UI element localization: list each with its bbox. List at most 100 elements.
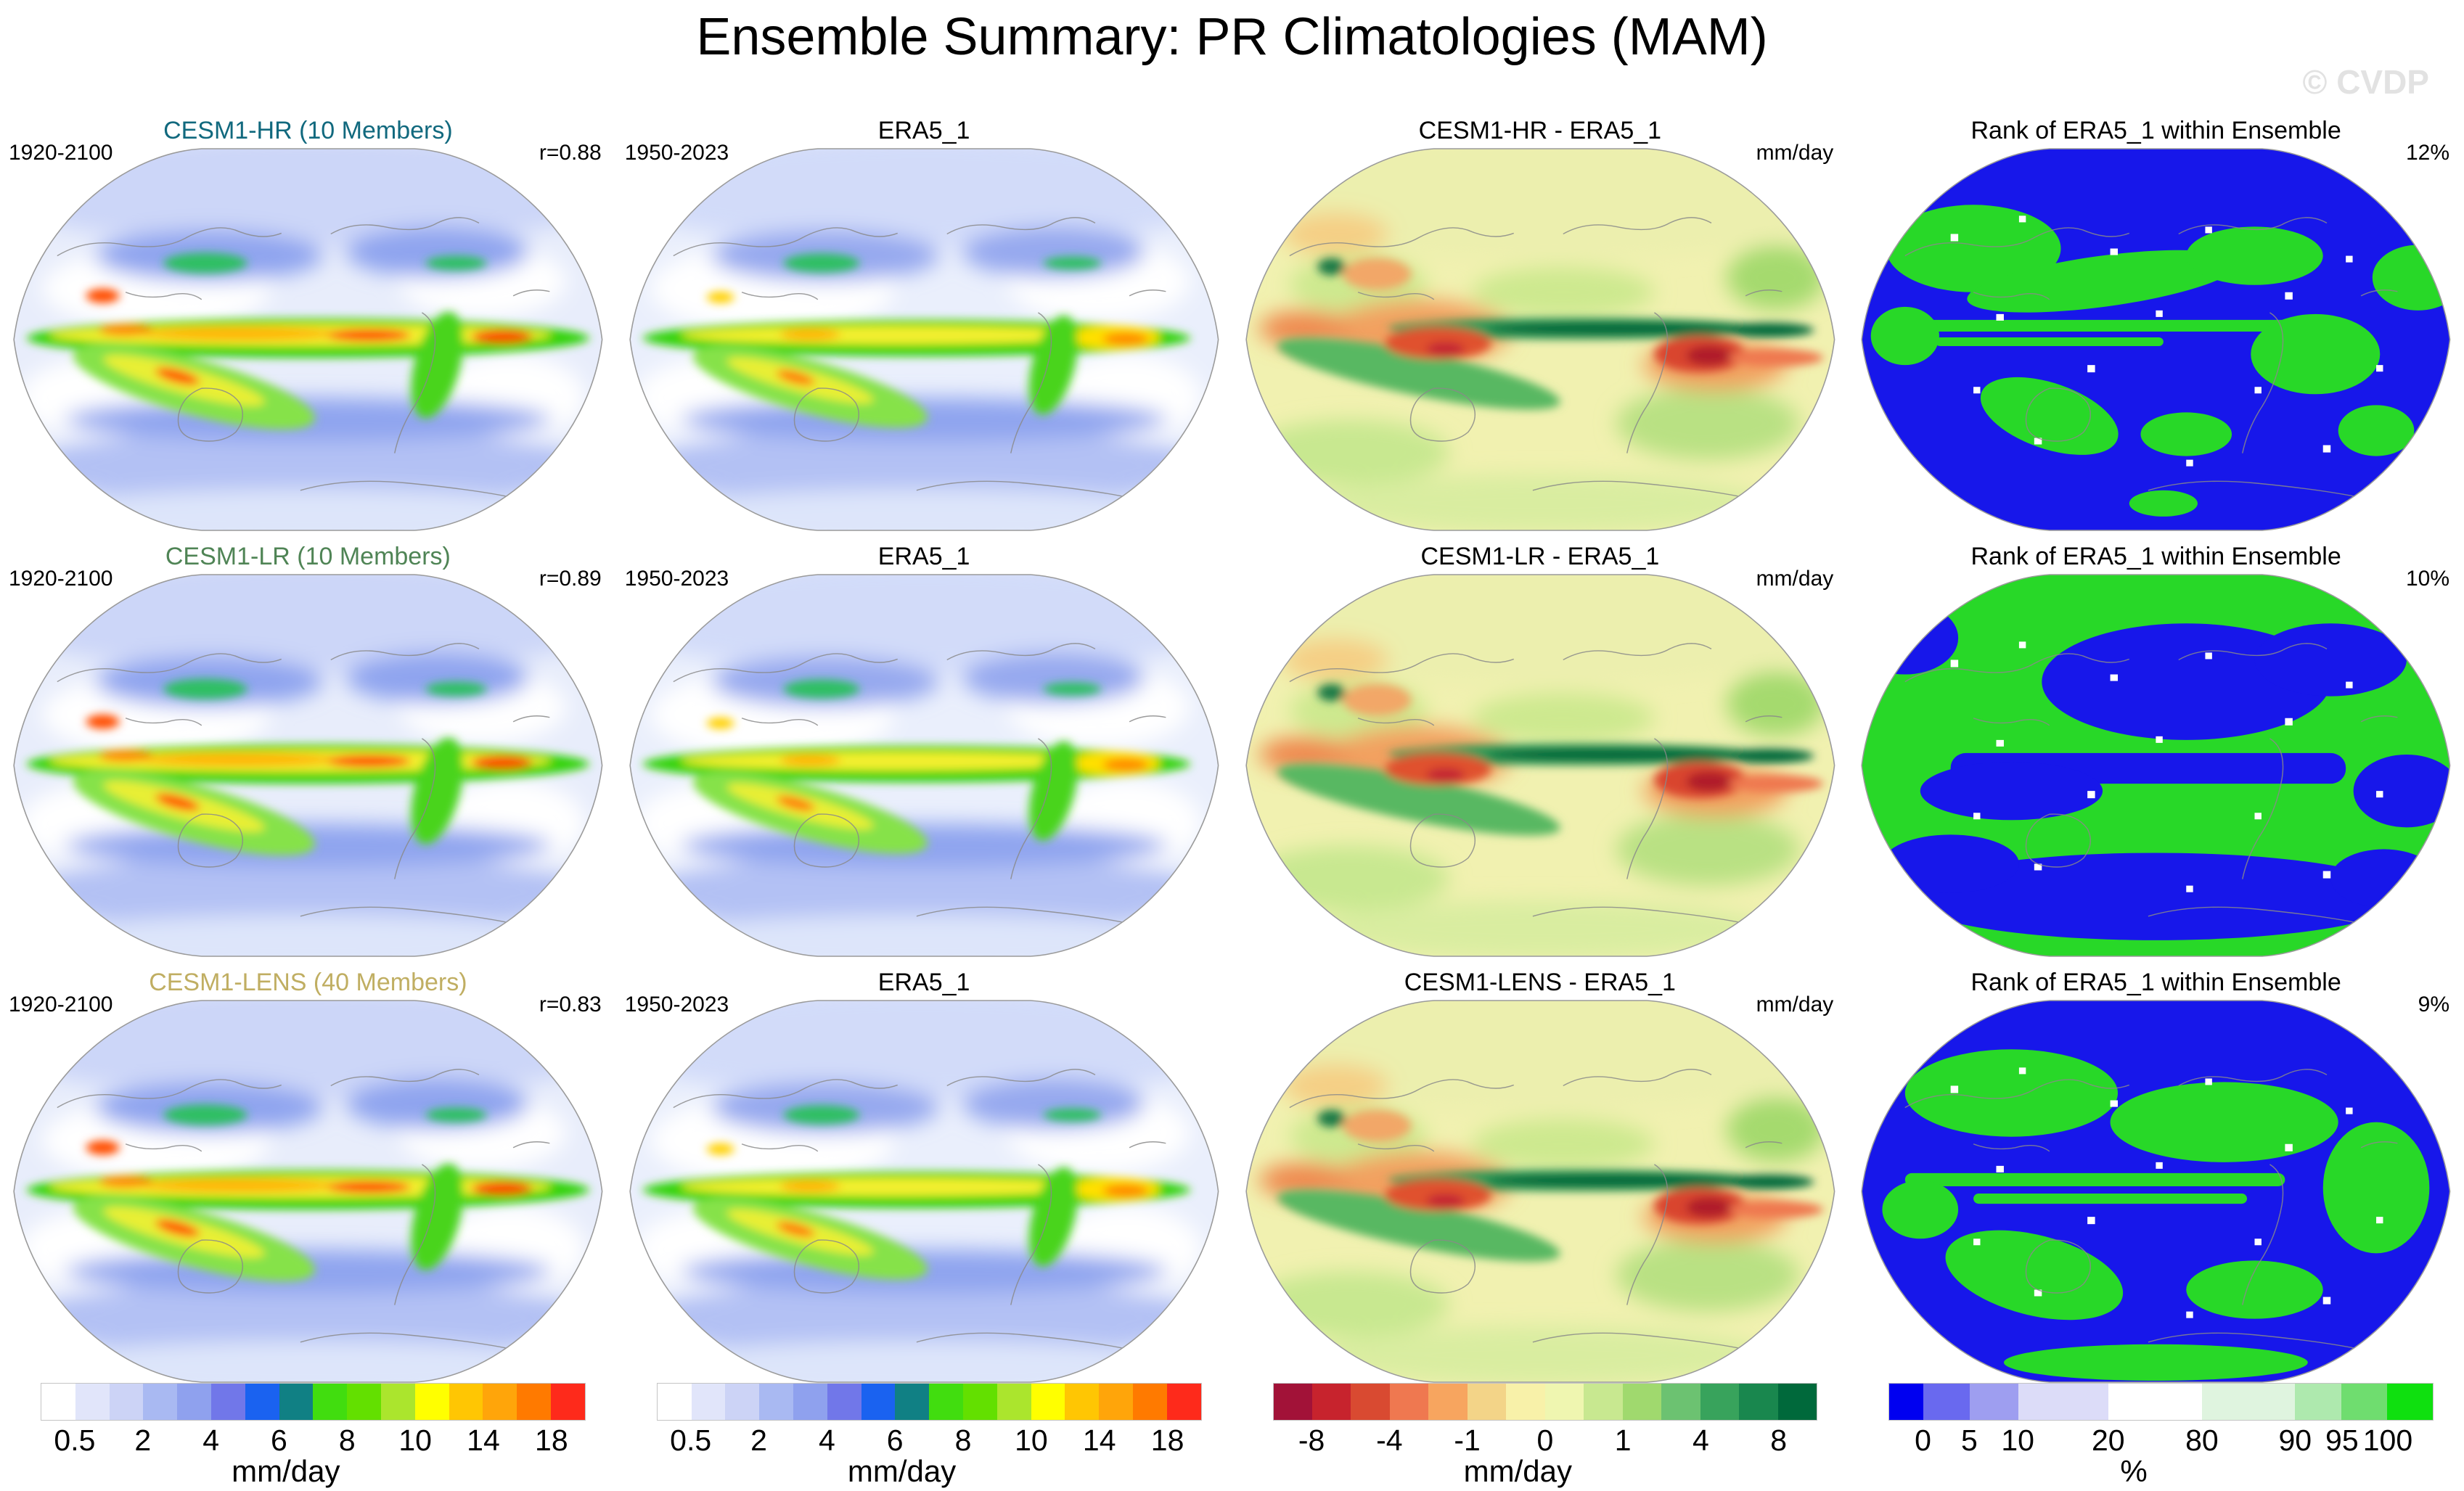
colorbar-swatches bbox=[1272, 1383, 1818, 1421]
colorbar-tick-label: 0 bbox=[1915, 1424, 1931, 1457]
colorbar-segment bbox=[1777, 1384, 1817, 1420]
colorbar-segment bbox=[449, 1384, 483, 1420]
colorbar-tick-label: 2 bbox=[134, 1424, 152, 1457]
panel-title: ERA5_1 bbox=[877, 117, 970, 144]
colorbar-segment bbox=[1311, 1384, 1351, 1420]
colorbar-tick-label: 18 bbox=[1150, 1424, 1184, 1457]
correlation-label: r=0.89 bbox=[539, 567, 602, 591]
panel-lens-diff: CESM1-LENS - ERA5_1 mm/day bbox=[1232, 966, 1849, 1392]
colorbar-tick-label: -8 bbox=[1298, 1424, 1325, 1457]
colorbar-ticks: -8 -4 -1 0 1 4 8 bbox=[1273, 1421, 1818, 1457]
colorbar-segment bbox=[1031, 1384, 1065, 1420]
colorbar-segment bbox=[1428, 1384, 1468, 1420]
colorbar-swatches bbox=[1888, 1383, 2434, 1421]
colorbar-segment bbox=[996, 1384, 1031, 1420]
world-map-precip bbox=[628, 998, 1221, 1384]
panel-title: Rank of ERA5_1 within Ensemble bbox=[1970, 969, 2341, 996]
panel-lr-rank: Rank of ERA5_1 within Ensemble 10% bbox=[1848, 541, 2464, 966]
panel-lr-model: CESM1-LR (10 Members) 1920-2100 r=0.89 bbox=[0, 541, 616, 966]
colorbar-segment bbox=[1544, 1384, 1584, 1420]
page-title: Ensemble Summary: PR Climatologies (MAM) bbox=[696, 8, 1768, 66]
colorbar-segment bbox=[2294, 1384, 2342, 1420]
colorbar-segment bbox=[2387, 1384, 2433, 1420]
world-map-rank bbox=[1859, 572, 2452, 958]
colorbar-ticks: 0.5 2 4 6 8 10 14 18 bbox=[41, 1421, 586, 1457]
panel-title: CESM1-LR - ERA5_1 bbox=[1420, 543, 1660, 570]
panel-title: CESM1-LENS - ERA5_1 bbox=[1404, 969, 1676, 996]
period-label: 1920-2100 bbox=[9, 141, 113, 165]
colorbar-tick-label: 4 bbox=[818, 1424, 835, 1457]
panel-title: CESM1-HR (10 Members) bbox=[163, 117, 453, 144]
colorbar-tick-label: 14 bbox=[467, 1424, 500, 1457]
panel-title: Rank of ERA5_1 within Ensemble bbox=[1970, 543, 2341, 570]
world-map-precip bbox=[12, 147, 605, 533]
correlation-label: r=0.83 bbox=[539, 993, 602, 1016]
colorbar-segment bbox=[1065, 1384, 1100, 1420]
colorbar-segment bbox=[793, 1384, 827, 1420]
colorbar-segment bbox=[41, 1384, 75, 1420]
world-map-difference bbox=[1244, 572, 1837, 958]
panel-lr-diff: CESM1-LR - ERA5_1 mm/day bbox=[1232, 541, 1849, 966]
panel-lens-rank: Rank of ERA5_1 within Ensemble 9% bbox=[1848, 966, 2464, 1392]
colorbar-tick-label: 1 bbox=[1614, 1424, 1632, 1457]
colorbar-tick-label: 5 bbox=[1960, 1424, 1978, 1457]
colorbar-segment bbox=[929, 1384, 963, 1420]
colorbar-segment bbox=[2108, 1384, 2202, 1420]
colorbar-segment bbox=[861, 1384, 896, 1420]
colorbar-segment bbox=[691, 1384, 726, 1420]
panel-title: ERA5_1 bbox=[877, 969, 970, 996]
panel-hr-obs: ERA5_1 1950-2023 bbox=[616, 115, 1232, 540]
row-cesm1-lr: CESM1-LR (10 Members) 1920-2100 r=0.89 E… bbox=[0, 541, 2464, 966]
rank-percent-label: 12% bbox=[2405, 141, 2449, 165]
colorbar-segment bbox=[414, 1384, 449, 1420]
colorbar-segment bbox=[550, 1384, 585, 1420]
colorbar-difference: -8 -4 -1 0 1 4 8 mm/day bbox=[1272, 1383, 1818, 1491]
colorbar-tick-label: 0.5 bbox=[670, 1424, 712, 1457]
colorbar-segment bbox=[1889, 1384, 1924, 1420]
colorbar-tick-label: 10 bbox=[2001, 1424, 2034, 1457]
colorbar-tick-label: 8 bbox=[338, 1424, 356, 1457]
colorbar-tick-label: 95 bbox=[2325, 1424, 2359, 1457]
colorbar-segment bbox=[1970, 1384, 2018, 1420]
units-label: mm/day bbox=[1756, 993, 1834, 1016]
colorbar-tick-label: 4 bbox=[202, 1424, 220, 1457]
world-map-difference bbox=[1244, 147, 1837, 533]
colorbar-tick-label: 18 bbox=[535, 1424, 568, 1457]
colorbar-tick-label: 80 bbox=[2185, 1424, 2219, 1457]
colorbar-segment bbox=[245, 1384, 279, 1420]
colorbar-tick-label: -1 bbox=[1454, 1424, 1481, 1457]
row-cesm1-hr: CESM1-HR (10 Members) 1920-2100 r=0.88 E… bbox=[0, 115, 2464, 540]
panel-hr-model: CESM1-HR (10 Members) 1920-2100 r=0.88 bbox=[0, 115, 616, 540]
world-map-precip bbox=[628, 147, 1221, 533]
colorbar-segment bbox=[827, 1384, 861, 1420]
colorbar-tick-label: 6 bbox=[886, 1424, 904, 1457]
colorbar-segment bbox=[177, 1384, 211, 1420]
colorbar-segment bbox=[1622, 1384, 1662, 1420]
panel-hr-rank: Rank of ERA5_1 within Ensemble 12% bbox=[1848, 115, 2464, 540]
colorbar-tick-label: 2 bbox=[750, 1424, 767, 1457]
world-map-rank bbox=[1859, 147, 2452, 533]
colorbar-tick-label: -4 bbox=[1376, 1424, 1403, 1457]
colorbar-segment bbox=[895, 1384, 930, 1420]
colorbar-segment bbox=[1132, 1384, 1167, 1420]
colorbar-segment bbox=[210, 1384, 245, 1420]
colorbar-tick-label: 8 bbox=[954, 1424, 972, 1457]
colorbar-segment bbox=[75, 1384, 110, 1420]
colorbar-tick-label: 10 bbox=[1015, 1424, 1048, 1457]
colorbar-tick-label: 90 bbox=[2278, 1424, 2312, 1457]
colorbar-tick-label: 4 bbox=[1692, 1424, 1709, 1457]
colorbar-precip-model: 0.5 2 4 6 8 10 14 18 mm/day bbox=[41, 1383, 586, 1491]
colorbar-tick-label: 0.5 bbox=[54, 1424, 96, 1457]
colorbar-segment bbox=[657, 1384, 692, 1420]
colorbar-segment bbox=[2018, 1384, 2108, 1420]
colorbar-segment bbox=[1739, 1384, 1778, 1420]
colorbar-segment bbox=[1661, 1384, 1700, 1420]
panel-hr-diff: CESM1-HR - ERA5_1 mm/day bbox=[1232, 115, 1849, 540]
panel-title: Rank of ERA5_1 within Ensemble bbox=[1970, 117, 2341, 144]
world-map-precip bbox=[12, 572, 605, 958]
colorbar-segment bbox=[279, 1384, 314, 1420]
colorbar-segment bbox=[1700, 1384, 1740, 1420]
colorbar-segment bbox=[725, 1384, 760, 1420]
colorbar-segment bbox=[1166, 1384, 1201, 1420]
units-label: mm/day bbox=[1756, 141, 1834, 165]
